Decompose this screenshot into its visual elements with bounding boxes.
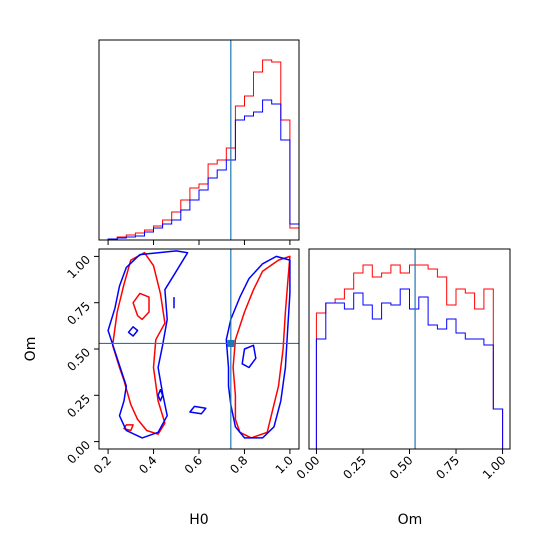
om-x-tick-label: 1.00 xyxy=(480,453,509,482)
om-x-tick-label: 0.75 xyxy=(433,453,462,482)
contour-6 xyxy=(225,255,291,439)
om-y-tick-label: 1.00 xyxy=(64,253,93,282)
h0-x-tick-label: 0.8 xyxy=(227,453,250,476)
contour-7 xyxy=(241,344,257,369)
ylabel-om: Om xyxy=(23,337,39,362)
h0-x-tick-label: 0.2 xyxy=(91,453,114,476)
contour-5 xyxy=(107,250,189,439)
om-y-tick-label: 0.50 xyxy=(64,345,93,374)
contour-8 xyxy=(189,405,207,415)
h0-x-tick-label: 0.4 xyxy=(136,453,159,476)
om-histogram-frame xyxy=(308,248,511,450)
om-histogram-panel: 0.00 0.25 0.50 0.75 1.00 Om xyxy=(294,248,511,528)
om-x-tick-label: 0.50 xyxy=(387,453,416,482)
contour-3 xyxy=(132,292,150,321)
om-histogram-series-2 xyxy=(315,288,504,449)
om-y-tick-label: 0.00 xyxy=(64,438,93,467)
om-histogram-series-1 xyxy=(315,264,504,449)
h0-om-contour-panel: 0.2 0.4 0.6 0.8 1.0 0.000.250.500.751.00 H0 … xyxy=(23,248,300,528)
contour-10 xyxy=(157,388,164,402)
h0-histogram-series-1 xyxy=(99,59,300,241)
h0-om-contour-frame xyxy=(98,248,300,450)
xlabel-h0: H0 xyxy=(189,512,208,528)
xlabel-om: Om xyxy=(398,512,423,528)
h0-x-tick-label: 1.0 xyxy=(273,453,296,476)
h0-histogram-series-2 xyxy=(99,99,300,241)
om-x-tick-label: 0.00 xyxy=(294,453,323,482)
contour-1 xyxy=(111,251,166,435)
om-y-tick-label: 0.25 xyxy=(64,392,93,421)
contour-2 xyxy=(232,255,291,439)
h0-histogram-frame xyxy=(98,39,300,241)
om-x-tick-label: 0.25 xyxy=(340,453,369,482)
truth-marker xyxy=(227,339,235,347)
contour-9 xyxy=(127,326,139,337)
om-y-tick-label: 0.75 xyxy=(64,299,93,328)
h0-histogram-panel xyxy=(98,39,300,245)
h0-x-tick-label: 0.6 xyxy=(182,453,205,476)
